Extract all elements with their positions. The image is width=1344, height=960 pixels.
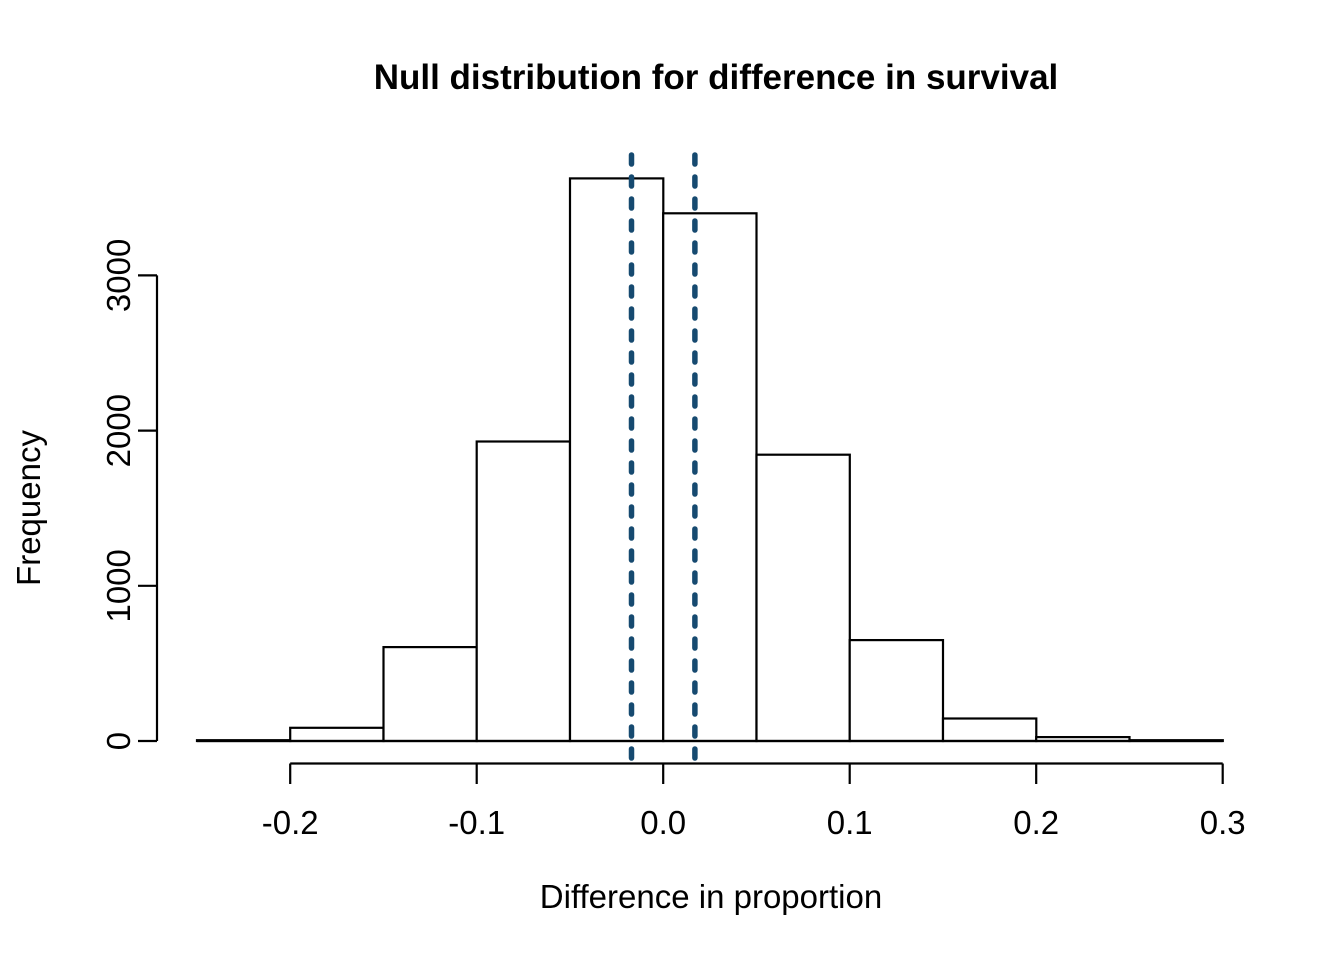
x-axis: -0.2 -0.1 0.0 0.1 0.2 0.3 bbox=[262, 762, 1246, 841]
histogram-bar bbox=[382, 645, 478, 743]
histogram-bar bbox=[941, 717, 1038, 743]
histogram-bar bbox=[755, 453, 851, 743]
x-tick-label: 0.2 bbox=[1013, 804, 1059, 841]
x-axis-label: Difference in proportion bbox=[540, 878, 882, 915]
x-tick-label: 0.3 bbox=[1200, 804, 1246, 841]
histogram-bar bbox=[848, 638, 945, 743]
histogram-bars bbox=[195, 177, 1224, 743]
y-tick-label: 3000 bbox=[100, 239, 137, 312]
x-axis-ticks: -0.2 -0.1 0.0 0.1 0.2 0.3 bbox=[262, 763, 1246, 841]
y-tick-label: 0 bbox=[100, 732, 137, 750]
y-axis-label: Frequency bbox=[10, 430, 47, 586]
y-axis-ticks: 0 1000 2000 3000 bbox=[100, 239, 157, 750]
y-tick-label: 2000 bbox=[100, 394, 137, 467]
histogram-bar bbox=[662, 212, 758, 743]
histogram-bar bbox=[289, 726, 385, 743]
chart-title: Null distribution for difference in surv… bbox=[374, 58, 1059, 97]
x-tick-label: 0.0 bbox=[640, 804, 686, 841]
x-tick-label: -0.1 bbox=[448, 804, 505, 841]
x-tick-label: 0.1 bbox=[827, 804, 873, 841]
y-tick-label: 1000 bbox=[100, 549, 137, 622]
reference-lines bbox=[628, 152, 698, 768]
histogram-bar bbox=[568, 177, 665, 743]
histogram-bar bbox=[475, 440, 572, 743]
y-axis: 0 1000 2000 3000 bbox=[100, 239, 159, 750]
x-tick-label: -0.2 bbox=[262, 804, 319, 841]
